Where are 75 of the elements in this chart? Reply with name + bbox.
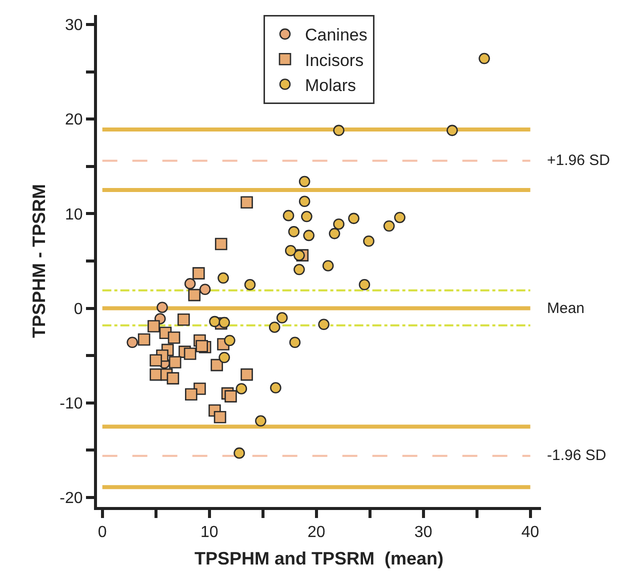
point — [276, 312, 288, 324]
point — [168, 331, 180, 344]
point — [148, 320, 160, 332]
y-tick-label: -20 — [60, 490, 83, 508]
point — [209, 316, 220, 328]
x-tick-label: 10 — [200, 524, 218, 542]
point — [156, 302, 168, 314]
x-tick-label: 40 — [521, 524, 540, 542]
point — [333, 124, 344, 136]
point — [218, 352, 230, 364]
y-axis-title: TPSPHM - TPSRM — [28, 184, 49, 338]
point — [236, 383, 248, 394]
point — [446, 124, 458, 136]
y-tick-label: 30 — [65, 17, 83, 34]
point — [383, 220, 395, 232]
point — [285, 244, 296, 256]
point — [184, 278, 196, 290]
y-tick-label: -10 — [60, 396, 83, 413]
point — [166, 372, 180, 384]
point — [138, 333, 150, 346]
point — [196, 340, 208, 352]
x-tick-label: 0 — [98, 524, 107, 542]
point — [255, 415, 266, 427]
point — [218, 272, 229, 284]
point — [288, 226, 300, 238]
point — [333, 218, 344, 230]
point — [478, 52, 490, 64]
point — [244, 279, 256, 290]
legend-label: Molars — [305, 76, 356, 95]
point — [394, 212, 406, 224]
y-tick-label: 10 — [65, 206, 83, 224]
point — [318, 318, 330, 330]
x-axis-title: TPSPHM and TPSRM (mean) — [194, 548, 444, 568]
point — [240, 368, 253, 381]
point — [322, 260, 334, 272]
point — [168, 356, 182, 368]
point — [270, 382, 282, 394]
ref-line-label: Mean — [547, 300, 585, 317]
point — [210, 358, 223, 372]
point — [298, 196, 310, 208]
point — [303, 230, 314, 242]
legend-label: Canines — [305, 26, 368, 45]
y-tick-label: 0 — [74, 300, 83, 318]
point — [224, 334, 236, 346]
y-tick-label: 20 — [65, 112, 83, 129]
point — [363, 235, 374, 247]
point — [282, 210, 294, 222]
point — [214, 410, 226, 424]
ref-line-label: -1.96 SD — [547, 447, 606, 464]
point — [268, 322, 280, 333]
point — [214, 238, 228, 250]
point — [294, 264, 305, 276]
point — [184, 348, 196, 360]
point — [126, 336, 138, 348]
legend-label: Incisors — [305, 50, 364, 70]
point — [218, 316, 230, 328]
point — [199, 284, 211, 296]
point — [185, 388, 198, 401]
point — [328, 228, 340, 240]
point — [301, 210, 312, 222]
point — [358, 279, 370, 290]
point — [298, 176, 310, 188]
point — [289, 336, 301, 348]
point — [240, 196, 253, 208]
point — [178, 314, 190, 326]
x-tick-label: 30 — [414, 524, 432, 542]
point — [224, 390, 237, 402]
x-tick-label: 20 — [307, 524, 326, 542]
point — [192, 267, 205, 280]
point — [294, 250, 305, 261]
point — [348, 212, 360, 224]
point — [150, 354, 162, 366]
point — [188, 288, 201, 302]
ref-line-label: +1.96 SD — [547, 152, 610, 169]
point — [234, 447, 245, 459]
